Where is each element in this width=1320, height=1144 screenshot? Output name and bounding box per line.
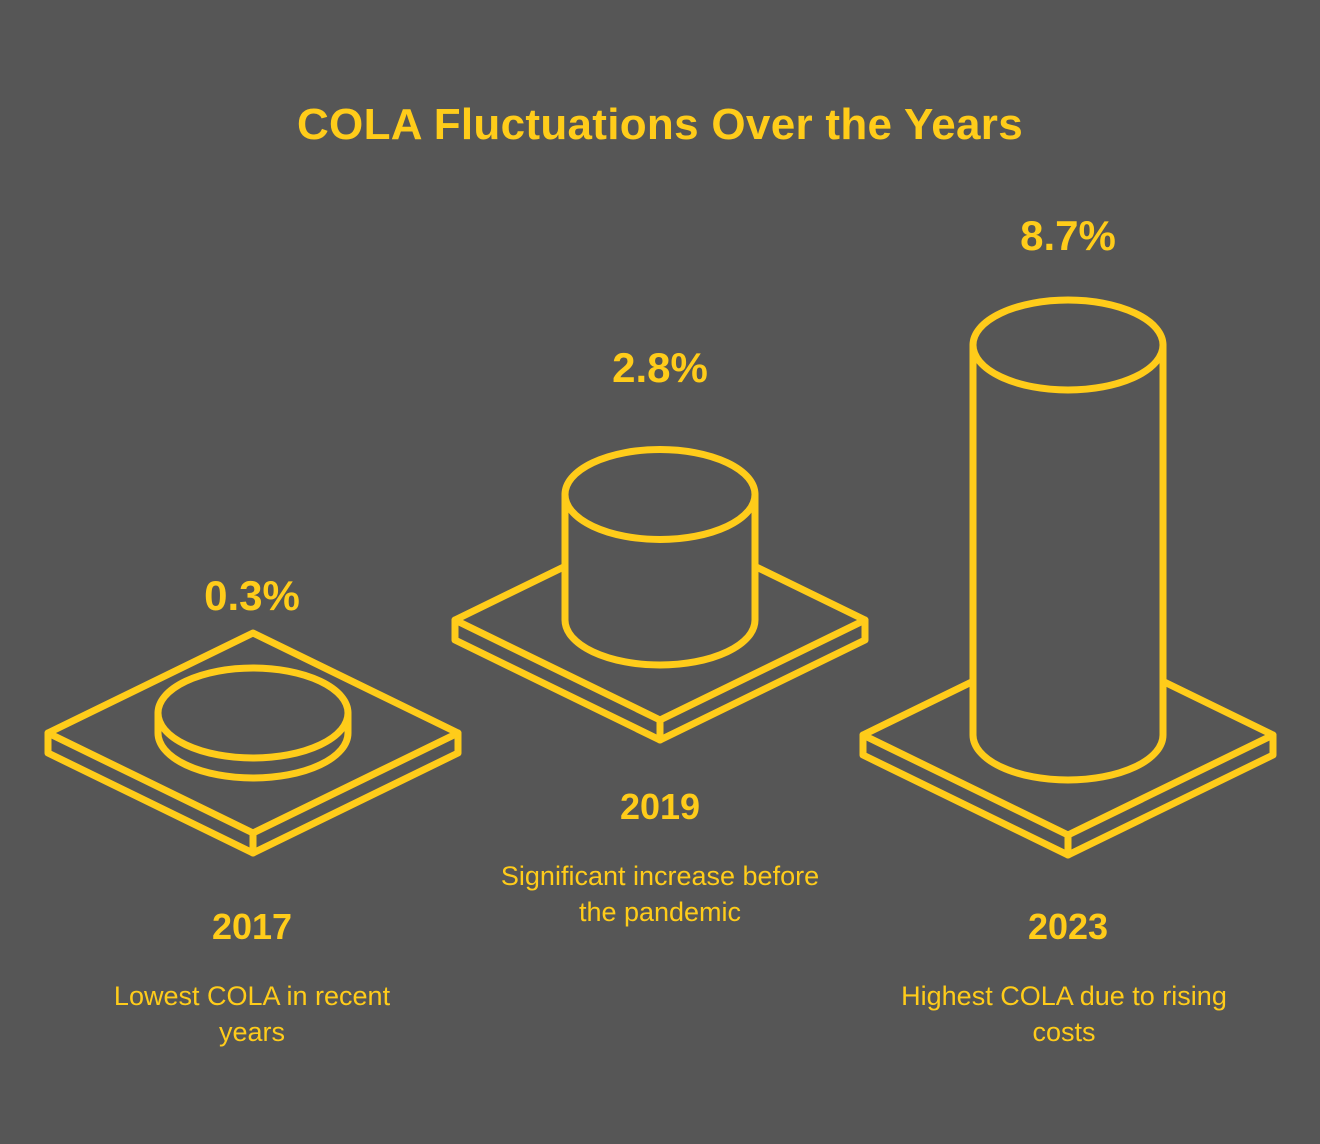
year-label-2017: 2017 <box>211 906 293 947</box>
year-label-2023: 2023 <box>1027 906 1109 947</box>
year-label-2019: 2019 <box>619 786 701 827</box>
cylinder-top-2023 <box>969 296 1167 394</box>
value-label-2017: 0.3% <box>204 572 300 619</box>
description-2017: Lowest COLA in recent years <box>113 981 391 1047</box>
cylinder-top-2017 <box>154 664 352 762</box>
cylinder-body-2017 <box>154 709 352 782</box>
cylinder-fill-2023 <box>973 345 1163 780</box>
description-2019: Significant increase before the pandemic <box>500 861 820 927</box>
cylinder-body-2023 <box>969 341 1167 784</box>
cylinder-body-2019 <box>561 490 759 669</box>
value-label-2019: 2.8% <box>612 344 708 391</box>
chart-title: COLA Fluctuations Over the Years <box>296 100 1024 149</box>
value-label-2023: 8.7% <box>1020 212 1116 259</box>
description-2023: Highest COLA due to rising costs <box>901 981 1227 1047</box>
cylinder-top-2019 <box>561 445 759 543</box>
